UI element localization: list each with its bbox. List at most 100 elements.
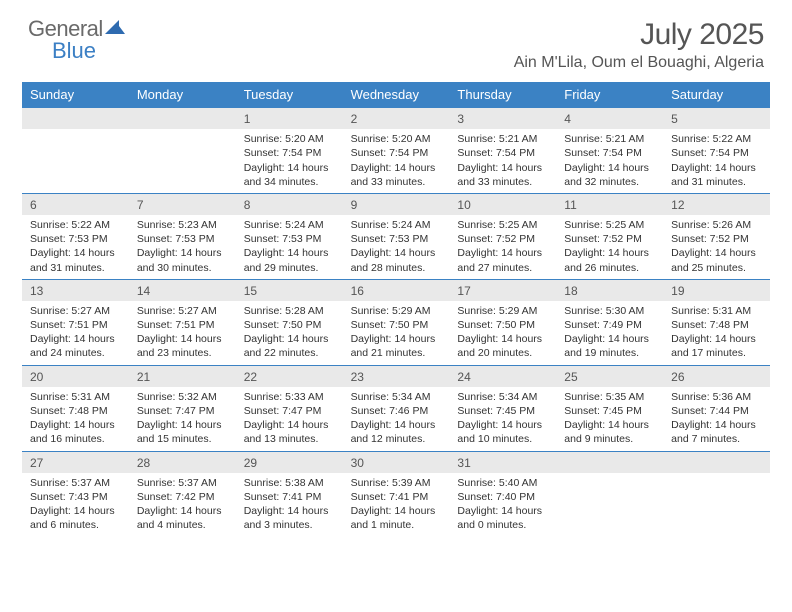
daylight-text: Daylight: 14 hours and 29 minutes. bbox=[244, 246, 335, 274]
sunset-text: Sunset: 7:42 PM bbox=[137, 490, 228, 504]
sunset-text: Sunset: 7:50 PM bbox=[351, 318, 442, 332]
day-cell: 5Sunrise: 5:22 AMSunset: 7:54 PMDaylight… bbox=[663, 107, 770, 193]
sunset-text: Sunset: 7:53 PM bbox=[351, 232, 442, 246]
day-header-friday: Friday bbox=[556, 82, 663, 107]
sunrise-text: Sunrise: 5:33 AM bbox=[244, 390, 335, 404]
sunrise-text: Sunrise: 5:40 AM bbox=[457, 476, 548, 490]
day-cell: 26Sunrise: 5:36 AMSunset: 7:44 PMDayligh… bbox=[663, 365, 770, 451]
sunrise-text: Sunrise: 5:25 AM bbox=[457, 218, 548, 232]
sunrise-text: Sunrise: 5:24 AM bbox=[244, 218, 335, 232]
day-cell: 9Sunrise: 5:24 AMSunset: 7:53 PMDaylight… bbox=[343, 193, 450, 279]
day-cell: 13Sunrise: 5:27 AMSunset: 7:51 PMDayligh… bbox=[22, 279, 129, 365]
sunrise-text: Sunrise: 5:30 AM bbox=[564, 304, 655, 318]
day-number: 19 bbox=[663, 279, 770, 301]
sunset-text: Sunset: 7:50 PM bbox=[457, 318, 548, 332]
day-content: Sunrise: 5:24 AMSunset: 7:53 PMDaylight:… bbox=[343, 215, 450, 279]
sunset-text: Sunset: 7:52 PM bbox=[457, 232, 548, 246]
day-number: 26 bbox=[663, 365, 770, 387]
daylight-text: Daylight: 14 hours and 13 minutes. bbox=[244, 418, 335, 446]
day-content: Sunrise: 5:23 AMSunset: 7:53 PMDaylight:… bbox=[129, 215, 236, 279]
day-content: Sunrise: 5:38 AMSunset: 7:41 PMDaylight:… bbox=[236, 473, 343, 537]
day-content: Sunrise: 5:22 AMSunset: 7:54 PMDaylight:… bbox=[663, 129, 770, 193]
sunrise-text: Sunrise: 5:20 AM bbox=[244, 132, 335, 146]
day-number: 13 bbox=[22, 279, 129, 301]
day-cell: 16Sunrise: 5:29 AMSunset: 7:50 PMDayligh… bbox=[343, 279, 450, 365]
week-row: 27Sunrise: 5:37 AMSunset: 7:43 PMDayligh… bbox=[22, 451, 770, 537]
day-content: Sunrise: 5:25 AMSunset: 7:52 PMDaylight:… bbox=[556, 215, 663, 279]
day-cell: 28Sunrise: 5:37 AMSunset: 7:42 PMDayligh… bbox=[129, 451, 236, 537]
day-cell: 30 Sunrise: 5:39 AMSunset: 7:41 PMDayligh… bbox=[343, 451, 450, 537]
sunset-text: Sunset: 7:51 PM bbox=[30, 318, 121, 332]
sunset-text: Sunset: 7:47 PM bbox=[137, 404, 228, 418]
daylight-text: Daylight: 14 hours and 9 minutes. bbox=[564, 418, 655, 446]
day-header-thursday: Thursday bbox=[449, 82, 556, 107]
day-content: Sunrise: 5:21 AMSunset: 7:54 PMDaylight:… bbox=[556, 129, 663, 193]
week-row: 6Sunrise: 5:22 AMSunset: 7:53 PMDaylight… bbox=[22, 193, 770, 279]
day-content: Sunrise: 5:30 AMSunset: 7:49 PMDaylight:… bbox=[556, 301, 663, 365]
daylight-text: Daylight: 14 hours and 3 minutes. bbox=[244, 504, 335, 532]
day-number: 23 bbox=[343, 365, 450, 387]
day-content: Sunrise: 5:25 AMSunset: 7:52 PMDaylight:… bbox=[449, 215, 556, 279]
sunrise-text: Sunrise: 5:21 AM bbox=[457, 132, 548, 146]
daylight-text: Daylight: 14 hours and 0 minutes. bbox=[457, 504, 548, 532]
sunset-text: Sunset: 7:52 PM bbox=[671, 232, 762, 246]
sunset-text: Sunset: 7:45 PM bbox=[564, 404, 655, 418]
day-cell: 4Sunrise: 5:21 AMSunset: 7:54 PMDaylight… bbox=[556, 107, 663, 193]
day-number: 5 bbox=[663, 107, 770, 129]
day-cell-empty bbox=[129, 107, 236, 193]
sunset-text: Sunset: 7:41 PM bbox=[244, 490, 335, 504]
day-cell: 10Sunrise: 5:25 AMSunset: 7:52 PMDayligh… bbox=[449, 193, 556, 279]
day-content: Sunrise: 5:35 AMSunset: 7:45 PMDaylight:… bbox=[556, 387, 663, 451]
day-number: 7 bbox=[129, 193, 236, 215]
day-content: Sunrise: 5:32 AMSunset: 7:47 PMDaylight:… bbox=[129, 387, 236, 451]
daylight-text: Daylight: 14 hours and 1 minute. bbox=[351, 504, 442, 532]
sunrise-text: Sunrise: 5:35 AM bbox=[564, 390, 655, 404]
sunset-text: Sunset: 7:41 PM bbox=[351, 490, 442, 504]
day-cell-empty bbox=[556, 451, 663, 537]
day-content bbox=[22, 129, 129, 189]
sunrise-text: Sunrise: 5:37 AM bbox=[30, 476, 121, 490]
day-cell: 27Sunrise: 5:37 AMSunset: 7:43 PMDayligh… bbox=[22, 451, 129, 537]
day-content: Sunrise: 5:27 AMSunset: 7:51 PMDaylight:… bbox=[22, 301, 129, 365]
daylight-text: Daylight: 14 hours and 32 minutes. bbox=[564, 161, 655, 189]
daylight-text: Daylight: 14 hours and 19 minutes. bbox=[564, 332, 655, 360]
daylight-text: Daylight: 14 hours and 12 minutes. bbox=[351, 418, 442, 446]
page-subtitle: Ain M'Lila, Oum el Bouaghi, Algeria bbox=[514, 54, 764, 72]
sunset-text: Sunset: 7:40 PM bbox=[457, 490, 548, 504]
day-content: Sunrise: 5:31 AMSunset: 7:48 PMDaylight:… bbox=[663, 301, 770, 365]
day-header-monday: Monday bbox=[129, 82, 236, 107]
day-header-tuesday: Tuesday bbox=[236, 82, 343, 107]
sunset-text: Sunset: 7:54 PM bbox=[671, 146, 762, 160]
day-number: 16 bbox=[343, 279, 450, 301]
day-content: Sunrise: 5:29 AMSunset: 7:50 PMDaylight:… bbox=[449, 301, 556, 365]
daylight-text: Daylight: 14 hours and 28 minutes. bbox=[351, 246, 442, 274]
sunrise-text: Sunrise: 5:39 AM bbox=[351, 476, 442, 490]
day-cell: 22Sunrise: 5:33 AMSunset: 7:47 PMDayligh… bbox=[236, 365, 343, 451]
daylight-text: Daylight: 14 hours and 6 minutes. bbox=[30, 504, 121, 532]
day-number: 10 bbox=[449, 193, 556, 215]
sunset-text: Sunset: 7:48 PM bbox=[30, 404, 121, 418]
calendar-body: 1Sunrise: 5:20 AMSunset: 7:54 PMDaylight… bbox=[22, 107, 770, 536]
sail-icon bbox=[105, 20, 125, 40]
week-row: 20Sunrise: 5:31 AMSunset: 7:48 PMDayligh… bbox=[22, 365, 770, 451]
day-cell: 1Sunrise: 5:20 AMSunset: 7:54 PMDaylight… bbox=[236, 107, 343, 193]
day-number: 14 bbox=[129, 279, 236, 301]
sunrise-text: Sunrise: 5:20 AM bbox=[351, 132, 442, 146]
daylight-text: Daylight: 14 hours and 26 minutes. bbox=[564, 246, 655, 274]
day-content: Sunrise: 5:22 AMSunset: 7:53 PMDaylight:… bbox=[22, 215, 129, 279]
logo: General Blue bbox=[28, 18, 125, 62]
day-cell-empty bbox=[22, 107, 129, 193]
day-cell: 18Sunrise: 5:30 AMSunset: 7:49 PMDayligh… bbox=[556, 279, 663, 365]
sunset-text: Sunset: 7:50 PM bbox=[244, 318, 335, 332]
day-number: 4 bbox=[556, 107, 663, 129]
day-cell: 23Sunrise: 5:34 AMSunset: 7:46 PMDayligh… bbox=[343, 365, 450, 451]
sunrise-text: Sunrise: 5:34 AM bbox=[457, 390, 548, 404]
daylight-text: Daylight: 14 hours and 34 minutes. bbox=[244, 161, 335, 189]
day-number: 30 bbox=[343, 451, 450, 473]
sunrise-text: Sunrise: 5:37 AM bbox=[137, 476, 228, 490]
day-number: 22 bbox=[236, 365, 343, 387]
day-cell: 19Sunrise: 5:31 AMSunset: 7:48 PMDayligh… bbox=[663, 279, 770, 365]
day-content bbox=[129, 129, 236, 189]
sunrise-text: Sunrise: 5:31 AM bbox=[671, 304, 762, 318]
day-content bbox=[556, 473, 663, 533]
